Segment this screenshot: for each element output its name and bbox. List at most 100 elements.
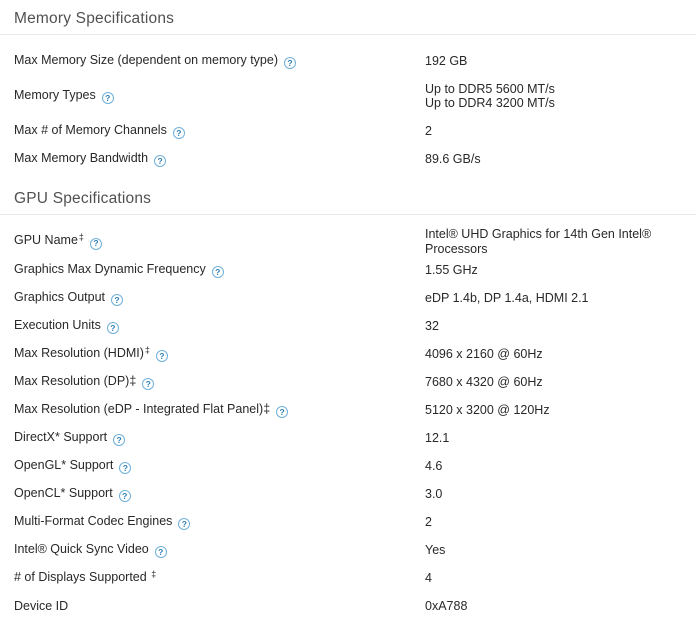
- spec-label: Max Resolution (eDP - Integrated Flat Pa…: [14, 401, 425, 419]
- spec-value: 2: [425, 124, 682, 139]
- value-line: 192 GB: [425, 53, 468, 68]
- spec-value: Yes: [425, 543, 682, 558]
- label-text: Execution Units: [14, 317, 101, 332]
- info-icon[interactable]: ?: [154, 546, 167, 559]
- info-icon[interactable]: ?: [89, 237, 102, 250]
- info-icon[interactable]: ?: [118, 490, 131, 503]
- spec-row-max-memory-channels: Max # of Memory Channels? 2: [0, 117, 696, 145]
- value-line: 3.0: [425, 486, 443, 501]
- label-text: Graphics Max Dynamic Frequency: [14, 261, 206, 276]
- spec-value: 4096 x 2160 @ 60Hz: [425, 347, 682, 362]
- label-text: Max Resolution (HDMI): [14, 345, 144, 360]
- info-icon[interactable]: ?: [111, 294, 124, 307]
- label-text: Device ID: [14, 598, 69, 613]
- value-line: 2: [425, 123, 432, 138]
- info-icon[interactable]: ?: [142, 378, 155, 391]
- value-line: 1.55 GHz: [425, 262, 478, 277]
- spec-row-max-resolution-edp: Max Resolution (eDP - Integrated Flat Pa…: [0, 396, 696, 424]
- spec-value: 3.0: [425, 487, 682, 502]
- info-icon[interactable]: ?: [101, 92, 114, 105]
- label-text: Graphics Output: [14, 289, 106, 304]
- spec-value: 89.6 GB/s: [425, 152, 682, 167]
- spec-label: Max # of Memory Channels?: [14, 122, 425, 140]
- info-icon[interactable]: ?: [276, 406, 289, 419]
- spec-row-max-resolution-dp: Max Resolution (DP)‡? 7680 x 4320 @ 60Hz: [0, 368, 696, 396]
- spec-value: 12.1: [425, 431, 682, 446]
- spec-value: 7680 x 4320 @ 60Hz: [425, 375, 682, 390]
- spec-row-opengl-support: OpenGL* Support? 4.6: [0, 452, 696, 480]
- dagger-sup: ‡: [151, 569, 157, 579]
- spec-label: Device ID: [14, 599, 425, 614]
- spec-label: Execution Units?: [14, 317, 425, 335]
- spec-row-max-memory-size: Max Memory Size (dependent on memory typ…: [0, 47, 696, 75]
- section-title: GPU Specifications: [0, 180, 696, 215]
- spec-value: 4: [425, 571, 682, 586]
- spec-value: 192 GB: [425, 54, 682, 69]
- spec-value: Intel® UHD Graphics for 14th Gen Intel® …: [425, 227, 682, 256]
- spec-value: 32: [425, 319, 682, 334]
- spec-label: Max Memory Size (dependent on memory typ…: [14, 52, 425, 70]
- spec-row-graphics-max-dynamic-frequency: Graphics Max Dynamic Frequency? 1.55 GHz: [0, 256, 696, 284]
- spec-value: 5120 x 3200 @ 120Hz: [425, 403, 682, 418]
- value-line: 4: [425, 570, 432, 585]
- value-line: 7680 x 4320 @ 60Hz: [425, 374, 543, 389]
- spec-value: 4.6: [425, 459, 682, 474]
- value-line: eDP 1.4b, DP 1.4a, HDMI 2.1: [425, 290, 589, 305]
- spec-value: 1.55 GHz: [425, 263, 682, 278]
- label-text: Intel® Quick Sync Video: [14, 541, 149, 556]
- value-line: 5120 x 3200 @ 120Hz: [425, 402, 550, 417]
- info-icon[interactable]: ?: [284, 57, 296, 70]
- value-line: 32: [425, 318, 439, 333]
- label-text: Max Resolution (eDP - Integrated Flat Pa…: [14, 401, 271, 416]
- spec-label: Intel® Quick Sync Video?: [14, 541, 425, 559]
- spec-label: OpenCL* Support?: [14, 485, 425, 503]
- value-line: 0xA788: [425, 598, 468, 613]
- section-rows: Max Memory Size (dependent on memory typ…: [0, 35, 696, 180]
- spec-row-multi-format-codec-engines: Multi-Format Codec Engines? 2: [0, 508, 696, 536]
- spec-row-displays-supported: # of Displays Supported ‡ 4: [0, 564, 696, 592]
- info-icon[interactable]: ?: [113, 434, 126, 447]
- dagger-sup: ‡: [144, 344, 150, 355]
- label-text: Memory Types: [14, 87, 96, 102]
- section-gpu: GPU Specifications GPU Name‡? Intel® UHD…: [0, 180, 696, 627]
- spec-label: Multi-Format Codec Engines?: [14, 513, 425, 531]
- info-icon[interactable]: ?: [172, 127, 185, 140]
- info-icon[interactable]: ?: [119, 462, 132, 475]
- value-line: 2: [425, 514, 432, 529]
- value-line: Intel® UHD Graphics for 14th Gen Intel® …: [425, 227, 652, 256]
- spec-label: DirectX* Support?: [14, 429, 425, 447]
- info-icon[interactable]: ?: [211, 266, 224, 279]
- value-line: Up to DDR4 3200 MT/s: [425, 96, 555, 110]
- info-icon[interactable]: ?: [178, 518, 191, 531]
- dagger-sup: ‡: [78, 232, 84, 243]
- value-line: 12.1: [425, 430, 450, 445]
- spec-label: Max Resolution (DP)‡?: [14, 373, 425, 391]
- spec-label: Memory Types?: [14, 87, 425, 105]
- label-text: OpenCL* Support: [14, 485, 113, 500]
- label-text: Max # of Memory Channels: [14, 122, 167, 137]
- info-icon[interactable]: ?: [154, 155, 167, 168]
- label-text: Max Resolution (DP)‡: [14, 373, 137, 388]
- label-text: Max Memory Size (dependent on memory typ…: [14, 52, 278, 67]
- info-icon[interactable]: ?: [106, 322, 119, 335]
- spec-row-quick-sync-video: Intel® Quick Sync Video? Yes: [0, 536, 696, 564]
- label-text: DirectX* Support: [14, 429, 108, 444]
- label-text: Multi-Format Codec Engines: [14, 513, 173, 528]
- spec-row-memory-types: Memory Types? Up to DDR5 5600 MT/s Up to …: [0, 75, 696, 117]
- spec-row-execution-units: Execution Units? 32: [0, 312, 696, 340]
- section-rows: GPU Name‡? Intel® UHD Graphics for 14th …: [0, 215, 696, 627]
- label-text: GPU Name: [14, 233, 78, 248]
- section-title: Memory Specifications: [0, 0, 696, 35]
- info-icon[interactable]: ?: [155, 350, 168, 363]
- value-line: 89.6 GB/s: [425, 151, 481, 166]
- spec-value: Up to DDR5 5600 MT/s Up to DDR4 3200 MT/s: [425, 82, 682, 111]
- spec-row-gpu-name: GPU Name‡? Intel® UHD Graphics for 14th …: [0, 227, 696, 256]
- value-line: 4.6: [425, 458, 443, 473]
- spec-value: 0xA788: [425, 599, 682, 614]
- label-text: # of Displays Supported: [14, 570, 151, 584]
- spec-label: # of Displays Supported ‡: [14, 569, 425, 586]
- spec-label: GPU Name‡?: [14, 232, 425, 250]
- spec-row-graphics-output: Graphics Output? eDP 1.4b, DP 1.4a, HDMI…: [0, 284, 696, 312]
- spec-row-max-resolution-hdmi: Max Resolution (HDMI)‡? 4096 x 2160 @ 60…: [0, 340, 696, 368]
